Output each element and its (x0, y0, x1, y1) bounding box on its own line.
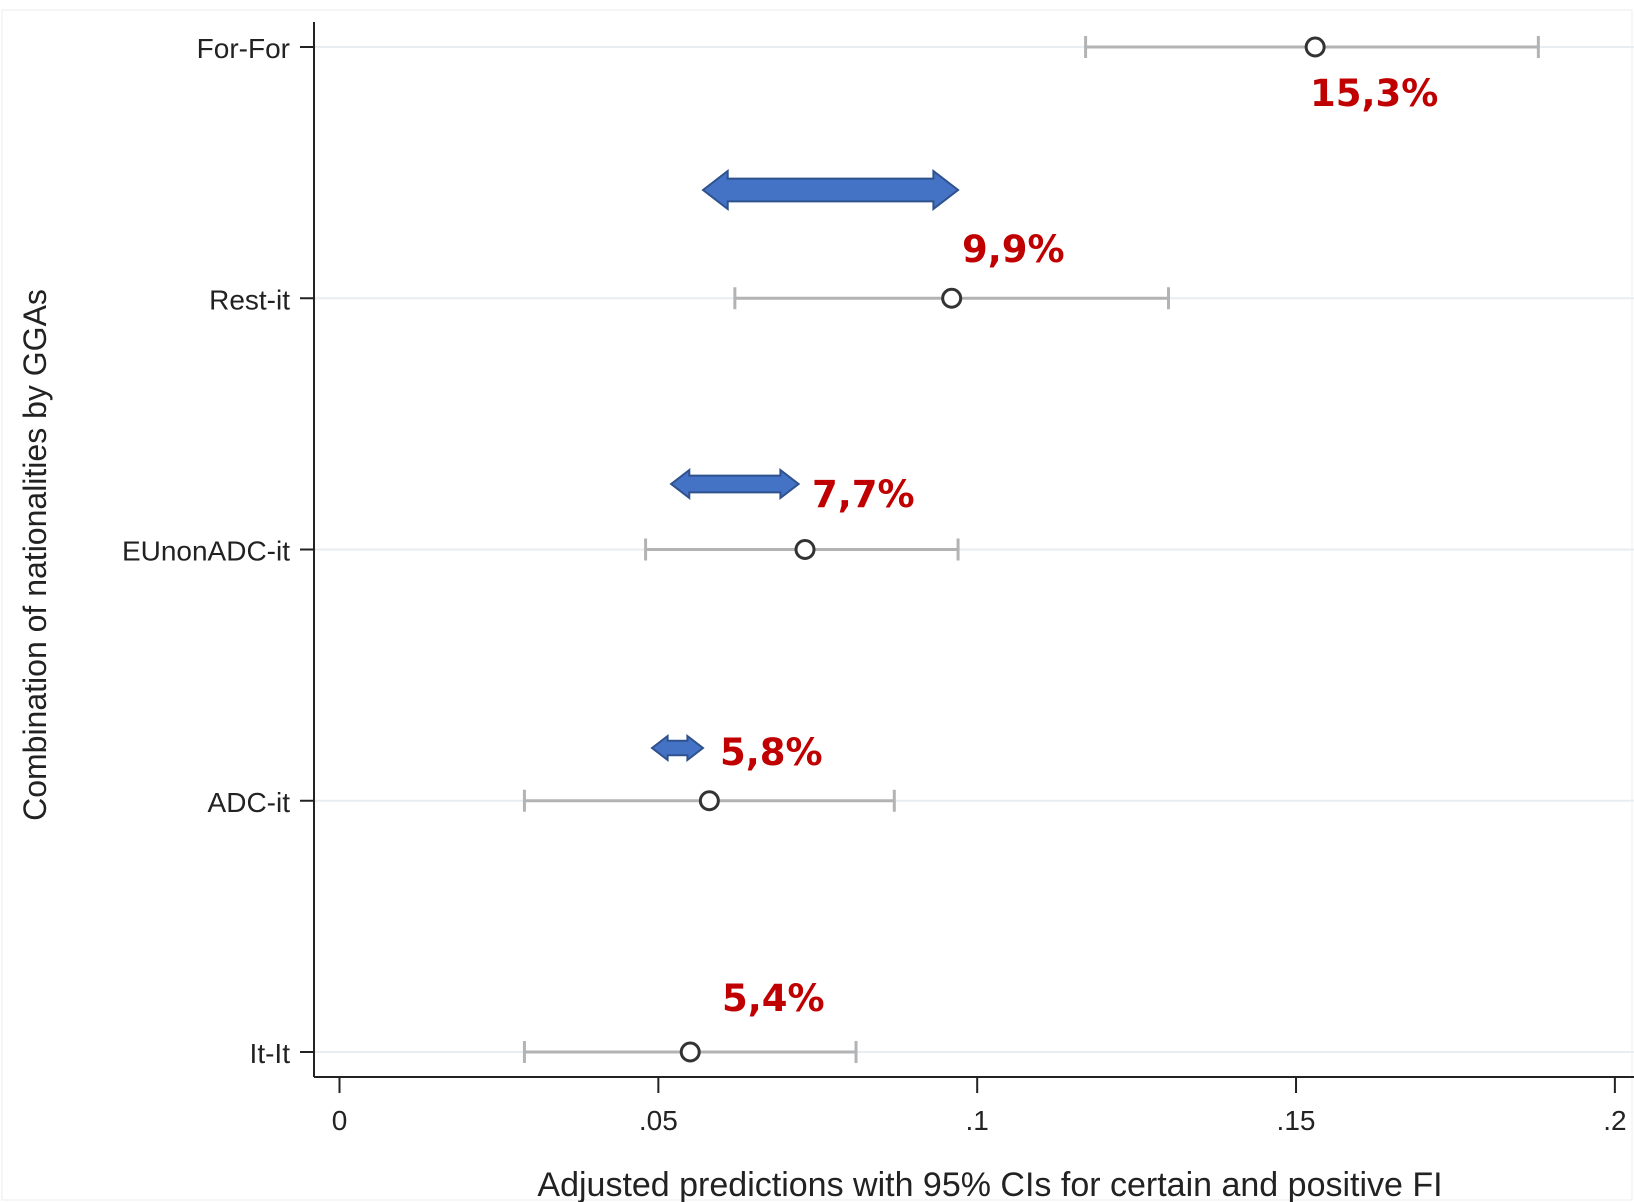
annotation-For-For: 15,3% (1310, 72, 1438, 115)
marker-EUnonADC-it (794, 539, 816, 560)
x-tick-label-1: .05 (639, 1105, 678, 1136)
marker-For-For (1304, 36, 1326, 58)
outer-border (1, 9, 1633, 1201)
y-tick-label-Rest-it: Rest-it (209, 284, 290, 315)
marker-It-It (679, 1041, 701, 1063)
x-tick-label-4: .2 (1603, 1105, 1626, 1136)
difference-arrows (650, 168, 960, 763)
marker-Rest-it (941, 287, 963, 309)
marker-ADC-it (698, 790, 720, 812)
arrow-Rest-it (701, 168, 960, 212)
x-tick-label-2: .1 (966, 1105, 989, 1136)
x-axis-ticks: 0 .05 .1 .15 .2 (332, 1077, 1627, 1136)
point-estimates (679, 36, 1326, 1063)
y-axis-ticks: For-For Rest-it EUnonADC-it ADC-it It-It (122, 33, 314, 1069)
annotation-ADC-it: 5,8% (720, 731, 823, 774)
x-tick-label-0: 0 (332, 1105, 348, 1136)
arrow-EUnonADC-it (669, 467, 801, 501)
y-axis-title: Combination of nationalities by GGAs (17, 289, 53, 821)
x-tick-label-3: .15 (1277, 1105, 1316, 1136)
annotation-EUnonADC-it: 7,7% (812, 473, 915, 516)
arrow-ADC-it (650, 733, 705, 763)
annotation-It-It: 5,4% (722, 977, 825, 1020)
y-tick-label-It-It: It-It (250, 1038, 291, 1069)
y-tick-label-ADC-it: ADC-it (208, 787, 291, 818)
y-tick-label-For-For: For-For (197, 33, 290, 64)
percent-annotations: 15,3% 9,9% 7,7% 5,8% 5,4% (720, 72, 1438, 1020)
annotation-Rest-it: 9,9% (962, 228, 1065, 271)
y-tick-label-EUnonADC-it: EUnonADC-it (122, 536, 290, 567)
x-axis-title: Adjusted predictions with 95% CIs for ce… (537, 1166, 1442, 1202)
